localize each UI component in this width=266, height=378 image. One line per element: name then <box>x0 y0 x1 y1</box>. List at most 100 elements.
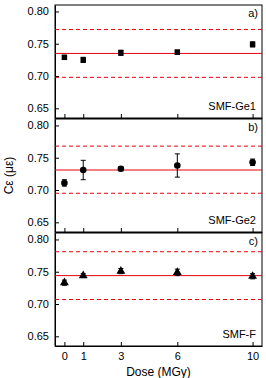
point <box>173 267 182 275</box>
y-tick-label: 0.75 <box>28 152 49 164</box>
x-tick: 10 <box>247 342 259 362</box>
y-tick: 0.75 <box>28 152 59 164</box>
y-tick-label: 0.70 <box>28 298 49 310</box>
point <box>61 180 68 187</box>
point <box>175 49 180 54</box>
x-tick: 0 <box>62 342 68 362</box>
y-tick: 0.70 <box>28 298 59 310</box>
y-axis: 0.65 0.70 0.75 0.80 <box>28 119 59 232</box>
y-tick-mark <box>55 239 59 240</box>
y-axis-title: Cε (με) <box>2 157 16 195</box>
y-tick-label: 0.75 <box>28 38 49 50</box>
y-tick-label: 0.70 <box>28 184 49 196</box>
y-tick: 0.80 <box>28 233 59 245</box>
x-tick-mark <box>177 114 178 118</box>
x-tick-label: 1 <box>81 350 87 362</box>
limit-line <box>55 299 262 300</box>
error-bar <box>62 55 67 59</box>
series-label: SMF-Ge2 <box>208 214 256 226</box>
limit-line <box>55 29 262 30</box>
y-tick-mark <box>55 125 59 126</box>
y-tick-label: 0.70 <box>28 70 49 82</box>
limit-line <box>55 77 262 78</box>
y-tick: 0.75 <box>28 266 59 278</box>
y-tick-mark <box>55 272 59 273</box>
error-bar <box>250 42 255 47</box>
y-tick-label: 0.65 <box>28 102 49 114</box>
y-axis-line <box>55 234 56 347</box>
x-tick-mark <box>177 342 178 346</box>
y-tick-mark <box>55 222 59 223</box>
y-tick-mark <box>55 304 59 305</box>
x-tick-mark <box>121 114 122 118</box>
x-tick-label: 3 <box>118 350 124 362</box>
point <box>249 159 256 166</box>
plot-frame <box>55 5 262 118</box>
y-tick-label: 0.75 <box>28 266 49 278</box>
x-axis <box>56 228 263 233</box>
x-tick <box>83 228 84 232</box>
x-tick-mark <box>253 342 254 346</box>
panel-label: c) <box>249 235 258 247</box>
point <box>80 57 85 62</box>
y-tick: 0.65 <box>28 102 59 114</box>
y-tick: 0.65 <box>28 216 59 228</box>
y-axis-line <box>55 120 56 233</box>
y-tick: 0.65 <box>28 330 59 342</box>
panel: 0.650.700.750.80SMF-Ge2b)Cε (με) <box>2 119 263 233</box>
y-tick-mark <box>55 158 59 159</box>
error-bar-cap <box>175 177 180 178</box>
x-axis-line <box>56 346 263 347</box>
panel-label: a) <box>248 7 258 19</box>
y-axis: 0.65 0.70 0.75 0.80 <box>28 5 59 118</box>
x-tick-mark <box>64 228 65 232</box>
error-bar-cap <box>81 179 86 180</box>
x-tick <box>177 228 178 232</box>
series-label: SMF-F <box>222 328 256 340</box>
error-bar-cap <box>175 275 180 276</box>
figure: 0.65 0.70 0.75 0.80 SMF-Ge1 a) 0.65 0.70 0.75 0.8… <box>0 0 266 378</box>
y-tick-label: 0.80 <box>28 119 49 131</box>
y-axis: 0.65 0.70 0.75 0.80 <box>28 233 59 346</box>
x-tick <box>64 114 65 118</box>
x-tick-label: 10 <box>247 350 259 362</box>
y-tick-label: 0.65 <box>28 330 49 342</box>
x-tick: 6 <box>175 342 181 362</box>
x-tick-mark <box>64 114 65 118</box>
series-label: SMF-Ge1 <box>208 100 256 112</box>
mean-line <box>55 53 262 54</box>
point <box>116 266 125 274</box>
y-tick: 0.70 <box>28 184 59 196</box>
x-axis <box>56 114 263 119</box>
y-tick-label: 0.80 <box>28 233 49 245</box>
y-tick-label: 0.65 <box>28 216 49 228</box>
error-bar <box>250 159 255 165</box>
y-tick-mark <box>55 11 59 12</box>
x-tick: 1 <box>81 342 87 362</box>
panel: 0.65 0.70 0.75 0.80 SMF-Ge1 a) <box>28 5 263 119</box>
error-bar <box>81 160 86 179</box>
plot-area <box>55 146 262 193</box>
x-tick <box>177 114 178 118</box>
x-tick <box>121 228 122 232</box>
plot-frame <box>55 233 262 346</box>
x-tick-mark <box>83 342 84 346</box>
error-bar-cap <box>81 160 86 161</box>
point <box>79 271 88 279</box>
limit-line <box>55 146 262 147</box>
error-bar <box>175 50 180 54</box>
x-axis-title: Dose (MGy) <box>126 365 191 378</box>
x-tick-mark <box>177 228 178 232</box>
y-tick-mark <box>55 108 59 109</box>
x-tick <box>64 228 65 232</box>
x-tick-mark <box>83 114 84 118</box>
x-axis: 0 1 3 6 10 <box>56 342 263 362</box>
y-tick-mark <box>55 44 59 45</box>
point <box>248 271 257 279</box>
y-tick: 0.80 <box>28 5 59 17</box>
x-tick <box>83 114 84 118</box>
plot-frame <box>55 119 262 232</box>
error-bar <box>81 57 86 62</box>
y-tick: 0.75 <box>28 38 59 50</box>
panel: 0 1 3 6 10 0.65 0.70 0.75 0.80 SMF-F c) Dose (MGy) <box>28 233 263 378</box>
